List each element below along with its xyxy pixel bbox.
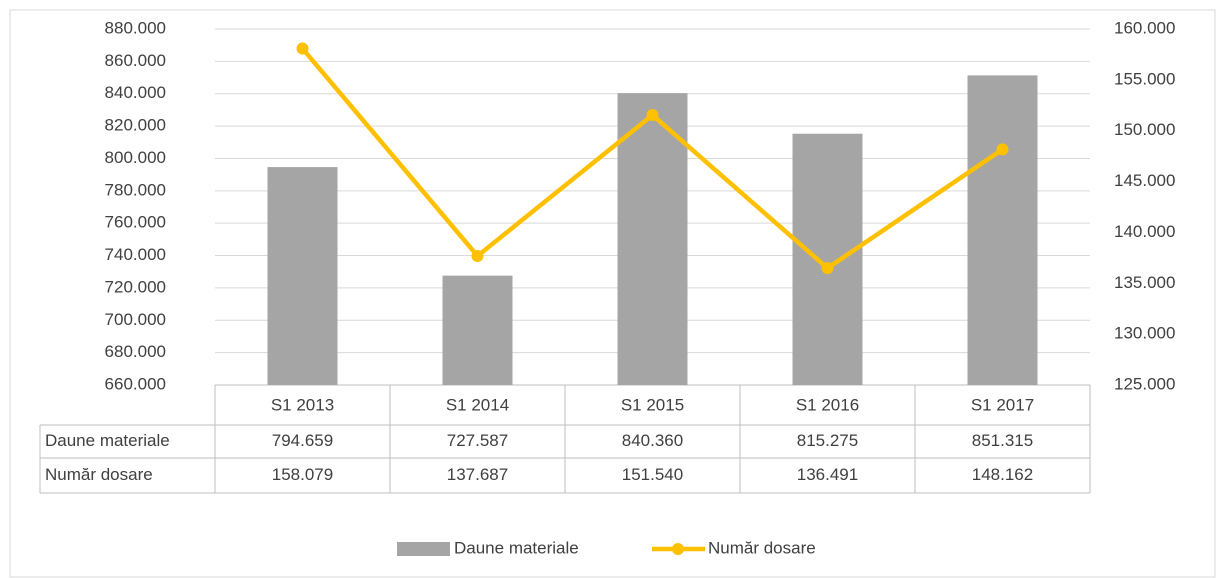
table-series-name: Daune materiale [45,431,170,450]
y-tick-label: 820.000 [105,116,166,135]
y-tick-label: 680.000 [105,342,166,361]
table-cell: 158.079 [272,465,333,484]
y2-tick-label: 135.000 [1114,273,1175,292]
x-tick-label: S1 2015 [621,395,684,414]
table-cell: 137.687 [447,465,508,484]
table-cell: 151.540 [622,465,683,484]
y2-tick-label: 160.000 [1114,18,1175,37]
legend-swatch [672,543,684,555]
x-tick-label: S1 2013 [271,395,334,414]
y2-tick-label: 150.000 [1114,120,1175,139]
y2-tick-label: 140.000 [1114,222,1175,241]
line-marker [471,249,484,262]
line-marker [996,143,1009,156]
y-tick-label: 700.000 [105,310,166,329]
y-tick-label: 760.000 [105,213,166,232]
table-cell: 727.587 [447,431,508,450]
legend-label: Număr dosare [708,538,816,557]
y-tick-label: 720.000 [105,277,166,296]
bar [792,133,863,385]
table-series-name: Număr dosare [45,465,153,484]
y2-tick-label: 155.000 [1114,69,1175,88]
y2-tick-label: 130.000 [1114,324,1175,343]
chart-border [9,9,1216,578]
line-marker [646,109,659,122]
table-cell: 136.491 [797,465,858,484]
line-marker [296,42,309,55]
y-tick-label: 780.000 [105,180,166,199]
y-tick-label: 860.000 [105,51,166,70]
y-tick-label: 660.000 [105,374,166,393]
bar [442,275,513,385]
table-cell: 815.275 [797,431,858,450]
table-cell: 794.659 [272,431,333,450]
y-tick-label: 800.000 [105,148,166,167]
x-tick-label: S1 2016 [796,395,859,414]
x-tick-label: S1 2014 [446,395,509,414]
y-tick-label: 880.000 [105,18,166,37]
x-tick-label: S1 2017 [971,395,1034,414]
y-tick-label: 740.000 [105,245,166,264]
legend-swatch [397,542,450,556]
y2-tick-label: 145.000 [1114,171,1175,190]
line-marker [821,262,834,275]
bar [617,93,688,386]
bar [267,167,338,385]
table-cell: 148.162 [972,465,1033,484]
bar [967,75,1038,386]
legend-label: Daune materiale [454,538,579,557]
table-cell: 851.315 [972,431,1033,450]
y-tick-label: 840.000 [105,83,166,102]
y2-tick-label: 125.000 [1114,374,1175,393]
table-cell: 840.360 [622,431,683,450]
